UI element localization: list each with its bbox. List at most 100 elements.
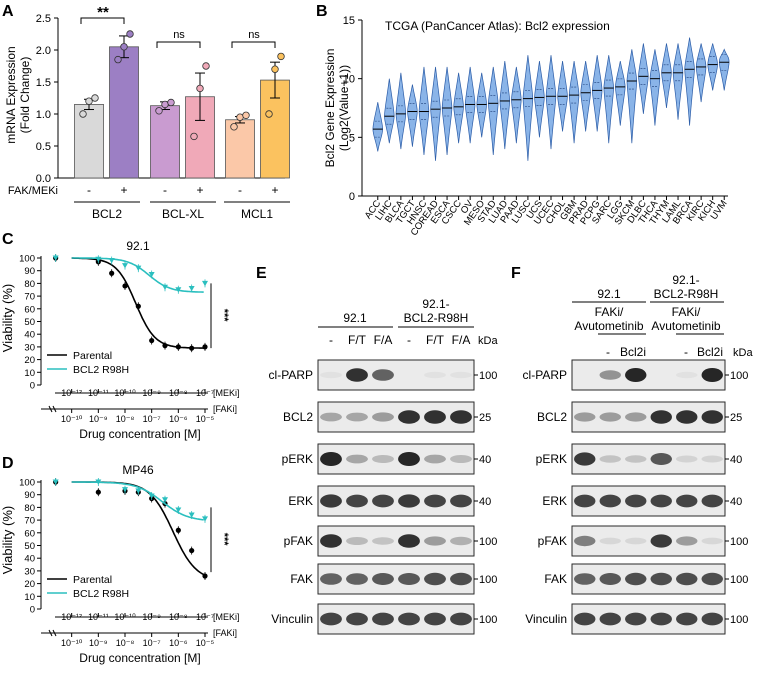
panel-a-sign: + <box>120 183 127 197</box>
panel-f-marker: 100 <box>730 370 748 382</box>
panel-c-ytick-label: 90 <box>24 266 35 277</box>
panel-d-ytick-label: 40 <box>24 554 35 565</box>
panel-e-band <box>320 494 342 508</box>
panel-f-marker: 100 <box>730 536 748 548</box>
panel-d-point <box>162 497 168 503</box>
panel-e-letter: E <box>256 265 267 282</box>
panel-e-band <box>346 412 368 422</box>
panel-c-ytick-label: 80 <box>24 279 35 290</box>
panel-c-meki-tick-label: 10⁻⁷ <box>196 388 214 398</box>
panel-f-band <box>625 572 647 586</box>
panel-f-band <box>650 534 672 548</box>
panel-c-faki-tick-label: 10⁻⁸ <box>116 414 135 424</box>
panel-a-point <box>155 107 163 115</box>
panel-b-violin <box>372 102 383 152</box>
panel-d-point <box>148 493 155 499</box>
panel-c-ytick-label: 100 <box>19 254 35 265</box>
panel-f-sub1-a: FAKi/ <box>595 305 624 319</box>
panel-e-band <box>450 410 472 424</box>
panel-f: F 92.1 FAKi/ Avutometinib 92.1- BCL2-R98… <box>511 265 753 635</box>
panel-e-band <box>372 494 394 508</box>
panel-b: B TCGA (PanCancer Atlas): Bcl2 expressio… <box>316 3 730 238</box>
panel-f-blot-membrane <box>571 443 726 475</box>
panel-f-band <box>701 537 723 545</box>
panel-f-band <box>701 410 723 424</box>
panel-d-legend-parental: Parental <box>73 574 112 586</box>
panel-e-kda: kDa <box>478 335 498 347</box>
panel-e-band <box>450 455 472 463</box>
panel-b-violin <box>476 72 487 138</box>
panel-c-point <box>149 337 155 344</box>
panel-b-ylabel: Bcl2 Gene Expression <box>323 49 337 168</box>
panel-f-band <box>574 412 596 422</box>
panel-f-band <box>625 412 647 422</box>
panel-c-letter: C <box>2 231 14 248</box>
panel-b-violin <box>684 37 695 126</box>
panel-d-meki-tick-label: 10⁻¹¹ <box>88 612 109 622</box>
panel-c-ytick-label: 30 <box>24 342 35 353</box>
panel-d-curve <box>71 481 205 576</box>
panel-d-point <box>122 487 128 493</box>
panel-b-violin <box>545 55 557 150</box>
panel-a-point <box>114 55 122 64</box>
panel-a-point <box>242 111 250 119</box>
panel-f-band <box>676 371 698 379</box>
panel-b-title: TCGA (PanCancer Atlas): Bcl2 expression <box>385 19 610 33</box>
panel-f-marker: 40 <box>730 496 742 508</box>
panel-c-ytick-label: 40 <box>24 330 35 341</box>
panel-f-band <box>676 455 698 463</box>
panel-f-band <box>599 537 621 545</box>
panel-c-ytick-label: 10 <box>24 368 35 379</box>
panel-c-title: 92.1 <box>126 239 150 253</box>
panel-b-violin <box>384 78 395 144</box>
panel-f-band <box>650 612 672 626</box>
panel-b-ytick-label: 5 <box>349 132 355 144</box>
panel-a-bar <box>74 104 104 179</box>
panel-f-band <box>574 452 596 466</box>
panel-e-group2-line1: 92.1- <box>422 297 449 311</box>
panel-e-lane-label: F/A <box>374 333 393 347</box>
panel-d-ytick-label: 20 <box>24 579 35 590</box>
panel-e-blot-membrane <box>317 485 475 517</box>
panel-f-band <box>599 370 621 380</box>
panel-a-bar <box>225 119 255 179</box>
panel-a-ytick-label: 0.5 <box>36 141 51 153</box>
panel-f-band <box>701 572 723 586</box>
panel-c-point <box>122 283 128 289</box>
panel-e-lane-label: F/T <box>426 333 445 347</box>
panel-f-band <box>650 410 672 424</box>
panel-f-sub1-b: FAKi/ <box>672 305 701 319</box>
panel-f-band <box>599 494 621 508</box>
panel-c-axis-break <box>48 405 57 413</box>
panel-e-protein-label: cl-PARP <box>269 368 313 382</box>
panel-a-sign: - <box>163 183 167 197</box>
panel-c-point <box>202 344 208 350</box>
panel-a-sign: + <box>271 183 278 197</box>
panel-a-ytick-label: 2.0 <box>36 45 51 57</box>
panel-e-band <box>398 612 420 626</box>
panel-d-ytick-label: 60 <box>24 528 35 539</box>
panel-b-ylabel2: (Log2(Value+1)) <box>337 65 351 151</box>
panel-f-band <box>599 573 621 585</box>
panel-b-violin <box>453 72 464 144</box>
panel-f-band <box>625 612 647 626</box>
panel-d-xlabel: Drug concentration [M] <box>79 651 200 665</box>
panel-d-legend-r98h: BCL2 R98H <box>73 588 129 600</box>
panel-a-bracket-bclxl <box>156 41 201 48</box>
panel-a-point <box>85 97 93 105</box>
panel-c-faki-tick-label: 10⁻⁷ <box>143 414 161 424</box>
panel-f-letter: F <box>511 265 521 282</box>
panel-e-band <box>346 368 368 382</box>
panel-a-bracket-mcl1 <box>231 41 276 48</box>
panel-f-blot-membrane <box>571 525 726 557</box>
panel-f-protein-label: pERK <box>536 452 567 466</box>
panel-d-meki-tick-label: 10⁻⁸ <box>169 612 188 622</box>
panel-e-band <box>372 612 394 626</box>
panel-a-sig-bclxl: ns <box>173 29 185 41</box>
panel-e-protein-label: pERK <box>282 452 313 466</box>
panel-e-band <box>320 573 342 585</box>
panel-d-ytick-label: 80 <box>24 503 35 514</box>
panel-b-violin <box>430 66 441 161</box>
panel-b-ytick-label: 10 <box>343 74 355 86</box>
panel-f-lane-bcl2i-a: Bcl2i <box>620 345 646 359</box>
